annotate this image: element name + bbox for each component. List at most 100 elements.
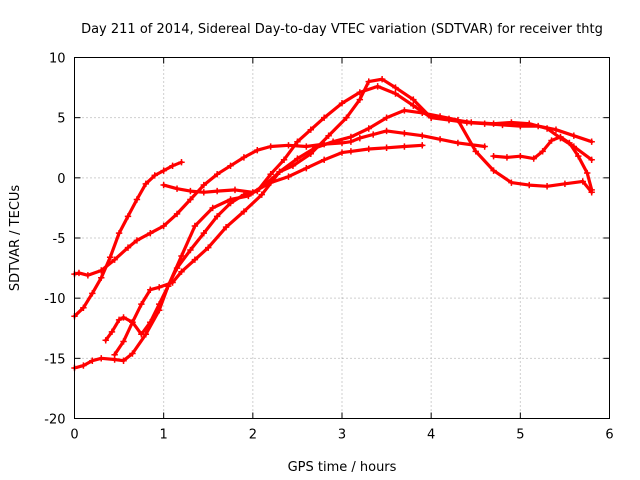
- data-point: [124, 213, 132, 220]
- x-tick-label: 4: [427, 428, 435, 443]
- data-point: [240, 154, 248, 161]
- data-point: [115, 316, 123, 324]
- data-point: [200, 189, 207, 196]
- data-point: [280, 156, 288, 163]
- data-point: [557, 133, 564, 141]
- data-point: [227, 199, 234, 207]
- data-point: [200, 229, 207, 237]
- y-tick-label: -15: [44, 352, 65, 367]
- data-point: [325, 132, 332, 139]
- data-point: [526, 120, 533, 127]
- data-point: [588, 186, 595, 194]
- data-point: [108, 328, 116, 336]
- data-point: [419, 132, 426, 139]
- data-point: [160, 181, 167, 189]
- data-point: [312, 144, 319, 151]
- data-point: [213, 187, 221, 195]
- data-point: [187, 246, 194, 254]
- data-point: [160, 167, 167, 174]
- x-tick-label: 3: [338, 428, 346, 443]
- data-point: [115, 229, 123, 237]
- data-point: [419, 109, 426, 117]
- data-point: [111, 351, 118, 358]
- data-point: [178, 268, 185, 275]
- data-point: [106, 254, 114, 261]
- data-point: [213, 171, 221, 178]
- data-point: [575, 152, 582, 160]
- data-point: [401, 107, 408, 114]
- data-point: [178, 252, 185, 260]
- data-point: [258, 191, 265, 198]
- data-point: [378, 75, 386, 83]
- data-point: [588, 138, 595, 145]
- data-point: [370, 131, 377, 138]
- chart-title: Day 211 of 2014, Sidereal Day-to-day VTE…: [81, 22, 603, 37]
- data-point: [320, 114, 328, 121]
- data-point: [80, 362, 87, 369]
- data-point: [111, 256, 118, 263]
- data-point: [454, 116, 462, 124]
- data-point: [160, 222, 167, 230]
- data-point: [374, 83, 381, 90]
- data-point: [249, 189, 257, 196]
- data-point: [147, 229, 154, 237]
- y-tick-label: 5: [57, 112, 65, 127]
- data-point: [530, 155, 537, 162]
- data-point: [548, 137, 555, 144]
- data-point: [508, 119, 515, 126]
- data-point: [187, 196, 194, 203]
- x-tick-label: 5: [516, 428, 524, 443]
- data-point: [267, 143, 274, 150]
- data-point: [75, 269, 83, 277]
- series-track-2: [71, 158, 185, 320]
- data-point: [365, 78, 372, 85]
- data-point: [276, 168, 283, 176]
- data-point: [138, 331, 145, 338]
- ticks: 0 1 2 3 4 5 6 -20 -15 -10 -5 0 5 10: [44, 52, 613, 443]
- data-point: [173, 264, 181, 272]
- data-point: [392, 84, 399, 91]
- data-point: [191, 222, 199, 230]
- series-line: [113, 108, 594, 357]
- data-point: [129, 319, 136, 326]
- data-point: [508, 179, 515, 186]
- data-point: [307, 126, 314, 133]
- data-point: [98, 274, 105, 281]
- data-point: [365, 125, 372, 132]
- data-point: [231, 186, 239, 194]
- data-point: [156, 300, 163, 308]
- data-point: [84, 272, 92, 279]
- data-point: [267, 171, 274, 178]
- data-point: [169, 162, 176, 169]
- data-point: [543, 183, 551, 190]
- data-point: [178, 158, 185, 166]
- data-point: [254, 146, 261, 154]
- data-point: [142, 180, 150, 188]
- data-point: [539, 148, 546, 155]
- data-point: [303, 143, 310, 150]
- x-tick-label: 1: [160, 428, 168, 443]
- data-point: [383, 114, 390, 121]
- data-point: [138, 300, 145, 308]
- data-point: [169, 279, 176, 286]
- series-track-3: [71, 75, 595, 372]
- data-point: [410, 96, 417, 103]
- data-point: [584, 169, 591, 177]
- data-point: [320, 156, 328, 163]
- data-point: [191, 256, 199, 263]
- data-point: [419, 142, 426, 149]
- x-tick-label: 0: [70, 428, 78, 443]
- data-point: [303, 165, 310, 172]
- y-tick-label: 10: [49, 52, 66, 67]
- y-tick-label: -20: [44, 413, 65, 428]
- data-point: [80, 304, 87, 311]
- data-point: [401, 143, 408, 150]
- data-point: [588, 156, 595, 163]
- data-point: [347, 133, 355, 141]
- data-point: [147, 319, 154, 326]
- data-point: [570, 132, 578, 139]
- data-point: [222, 223, 230, 231]
- data-point: [267, 179, 274, 186]
- series-track-5: [111, 107, 595, 358]
